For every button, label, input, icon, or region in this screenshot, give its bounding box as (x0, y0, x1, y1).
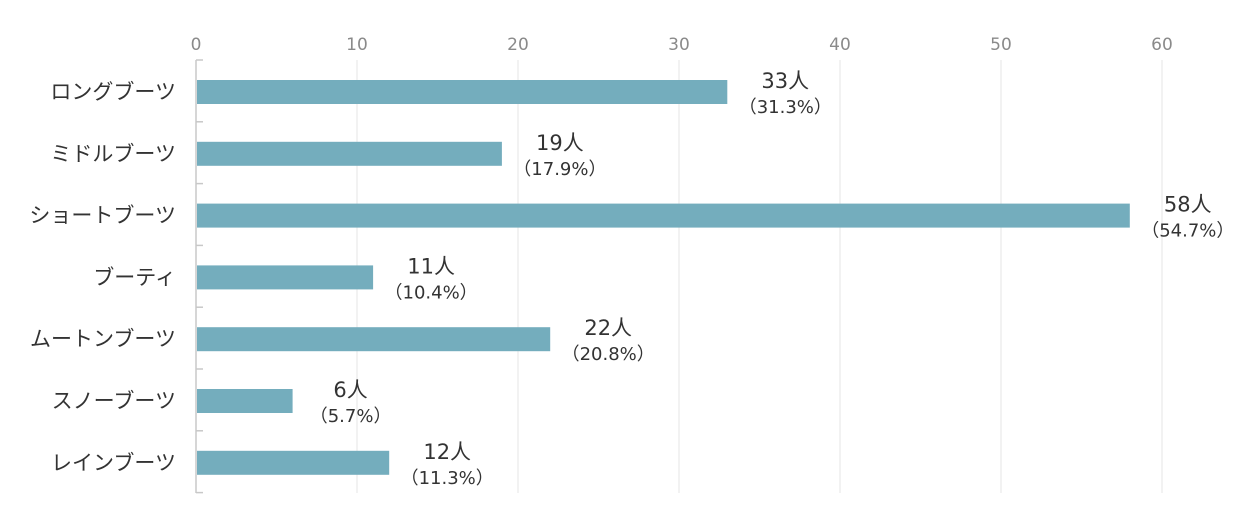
bar (197, 450, 390, 475)
percent-label: （20.8%） (562, 344, 655, 365)
category-label: ロングブーツ (50, 80, 176, 104)
category-label: ミドルブーツ (50, 142, 176, 166)
category-labels: ロングブーツミドルブーツショートブーツブーティムートンブーツスノーブーツレインブ… (29, 80, 176, 475)
bars (197, 80, 1130, 475)
bar (197, 203, 1130, 228)
x-tick-label: 0 (191, 35, 202, 55)
category-label: スノーブーツ (52, 389, 176, 413)
bar (197, 389, 293, 413)
bar (197, 265, 374, 290)
data-labels: 33人 （31.3%） 19人 （17.9%） 58人 （54.7%） 11人 （10.4%）… (310, 69, 1235, 489)
percent-label: （11.3%） (401, 468, 494, 489)
x-tick-label: 10 (346, 35, 368, 55)
percent-label: （5.7%） (310, 406, 392, 427)
category-label: ムートンブーツ (30, 327, 176, 351)
x-tick-label: 50 (990, 35, 1012, 55)
value-label: 12人 (423, 440, 471, 464)
percent-label: （54.7%） (1141, 221, 1234, 242)
value-label: 11人 (407, 254, 455, 278)
bar (197, 80, 728, 104)
x-tick-label: 20 (507, 35, 529, 55)
x-tick-label: 60 (1151, 35, 1173, 55)
percent-label: （31.3%） (739, 97, 832, 118)
gridlines (356, 60, 1163, 493)
value-label: 58人 (1164, 193, 1212, 217)
category-label: ブーティ (93, 265, 176, 289)
x-tick-label: 30 (668, 35, 690, 55)
y-axis (195, 59, 203, 494)
bar (197, 327, 551, 352)
value-label: 19人 (536, 131, 584, 155)
category-label: ショートブーツ (29, 204, 176, 228)
percent-label: （17.9%） (513, 159, 606, 180)
x-axis-ticks: 0 10 20 30 40 50 60 (191, 35, 1173, 55)
bar (197, 141, 502, 166)
percent-label: （10.4%） (385, 282, 478, 303)
x-tick-label: 40 (829, 35, 851, 55)
value-label: 22人 (584, 316, 632, 340)
category-label: レインブーツ (51, 451, 176, 475)
value-label: 6人 (333, 378, 367, 402)
value-label: 33人 (761, 69, 809, 93)
